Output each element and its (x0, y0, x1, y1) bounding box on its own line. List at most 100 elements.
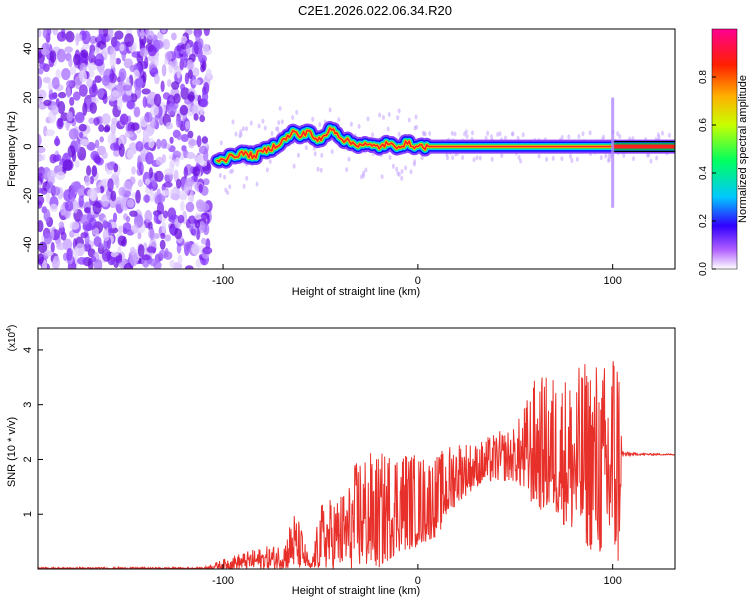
spectrogram-noise-blob (88, 217, 97, 230)
spectrogram-noise-blob (169, 159, 176, 168)
spectrogram-signal-scatter (388, 155, 392, 160)
spectrogram-noise-blob (192, 166, 201, 177)
spectrogram-noise-blob (193, 113, 199, 121)
spectrogram-noise-blob (202, 178, 210, 186)
spectrogram-noise-blob (118, 186, 126, 196)
spectrogram-signal-scatter (616, 131, 620, 137)
spectrogram-signal-scatter (328, 107, 332, 113)
spectrogram-noise-blob (114, 30, 124, 40)
spectrogram-noise-blob (154, 73, 160, 85)
spectrogram-signal-scatter (521, 132, 525, 138)
spectrogram-noise-blob (168, 60, 174, 74)
spectrogram-noise-blob (171, 32, 177, 41)
spectrogram-noise-blob (107, 94, 117, 102)
spectrogram-noise-blob (198, 183, 203, 194)
spectrogram-noise-blob (185, 219, 191, 229)
snr-multiplier-base: (x10 (7, 331, 18, 351)
spectrogram-noise-blob (80, 232, 88, 239)
spectrogram-signal-scatter (313, 151, 317, 157)
spectrogram-noise-blob (190, 228, 197, 236)
spectrogram-noise-blob (169, 136, 174, 144)
spectrogram-noise-blob (162, 38, 171, 50)
spectrogram-signal-scatter (517, 155, 521, 160)
spectrogram-noise-blob (196, 135, 202, 148)
spectrogram-noise-blob (38, 180, 42, 189)
spectrogram-noise-blob (123, 262, 134, 269)
spectrogram-noise-blob (180, 134, 189, 142)
spectrogram-signal-scatter (311, 116, 315, 122)
spectrogram-noise-blob (60, 231, 67, 241)
spectrogram-signal-scatter (316, 166, 320, 172)
colorbar-label: Normalized spectral amplitude (737, 75, 749, 223)
spectrogram-noise-blob (172, 150, 181, 160)
spectrogram-noise-blob (54, 135, 60, 147)
spectrogram-noise-blob (179, 104, 189, 116)
spectrogram-signal-scatter (478, 155, 482, 161)
spectrogram-noise-blob (84, 207, 92, 214)
spectrogram-signal-band (216, 127, 675, 163)
spectrogram-noise-blob (95, 53, 104, 67)
spectrogram-noise-blob (129, 246, 136, 256)
spectrogram-signal-scatter (229, 169, 233, 175)
spectrogram-noise-blob (89, 35, 98, 45)
spectrogram-noise-blob (110, 121, 117, 135)
spectrogram-signal-scatter (277, 120, 281, 126)
spectrogram-signal-scatter (304, 145, 308, 151)
spectrogram-noise (38, 29, 213, 269)
spectrogram-noise-blob (201, 136, 208, 144)
spectrogram-noise-blob (205, 238, 211, 250)
spectrogram-signal-scatter (382, 115, 385, 120)
spectrogram-noise-blob (159, 239, 166, 250)
spectrogram-noise-blob (101, 113, 111, 125)
spectrogram-noise-blob (177, 214, 185, 224)
spectrogram-signal-scatter (386, 126, 390, 132)
spectrogram-noise-blob (91, 165, 98, 178)
spectrogram-noise-blob (111, 117, 118, 125)
spectrogram-noise-blob (202, 246, 213, 255)
spectrogram-noise-blob (39, 62, 47, 69)
spectrogram-noise-blob (51, 77, 60, 90)
spectrogram-noise-blob (38, 94, 43, 104)
spectrogram-noise-blob (121, 94, 128, 103)
spectrogram-noise-blob (175, 115, 182, 128)
spectrogram-noise-blob (144, 209, 153, 223)
spectrogram-noise-blob (153, 93, 162, 107)
spectrogram-noise-blob (115, 175, 120, 189)
spectrogram-noise-blob (130, 122, 140, 131)
spectrogram-noise-blob (133, 106, 141, 118)
snr-xtick-label: 0 (415, 575, 421, 587)
spectrogram-noise-blob (55, 154, 62, 162)
snr-multiplier-close: ) (7, 325, 18, 328)
spectrogram-noise-blob (143, 194, 151, 203)
spectrogram-noise-blob (198, 145, 208, 155)
spectrogram-signal-scatter (414, 114, 418, 120)
spectrogram-noise-blob (197, 48, 203, 61)
spectrogram-signal-scatter (239, 132, 243, 138)
spectrogram-signal-scatter (319, 167, 323, 173)
spectrogram-noise-blob (185, 201, 195, 213)
spectrogram-spike (611, 97, 615, 208)
spectrogram-signal-scatter (420, 155, 424, 161)
spectrogram-noise-blob (145, 178, 151, 185)
spectrogram-signal-scatter (268, 159, 272, 164)
spectrogram-noise-blob (38, 253, 44, 265)
spectrogram-noise-blob (200, 212, 210, 220)
spectrogram-noise-blob (79, 131, 84, 139)
spectrogram-noise-blob (142, 71, 147, 83)
colorbar-tick-label: 0.0 (698, 262, 709, 276)
spectrogram-signal-scatter (245, 175, 249, 181)
spectrogram-signal-scatter (275, 126, 279, 132)
spectrogram-noise-blob (58, 164, 63, 177)
spectrogram-noise-blob (86, 141, 96, 151)
spectrogram-noise-blob (72, 199, 79, 214)
spectrogram-noise-blob (45, 129, 55, 137)
spectrogram-signal-scatter (577, 134, 581, 139)
spectrogram-noise-blob (166, 79, 172, 88)
spectrogram-noise-blob (84, 175, 91, 187)
spectrogram-noise-blob (38, 146, 46, 154)
spectrogram-noise-blob (130, 93, 138, 103)
spectrogram-noise-blob (66, 86, 71, 98)
spectrogram-noise-blob (187, 69, 193, 79)
spectrogram-noise-blob (154, 40, 164, 50)
